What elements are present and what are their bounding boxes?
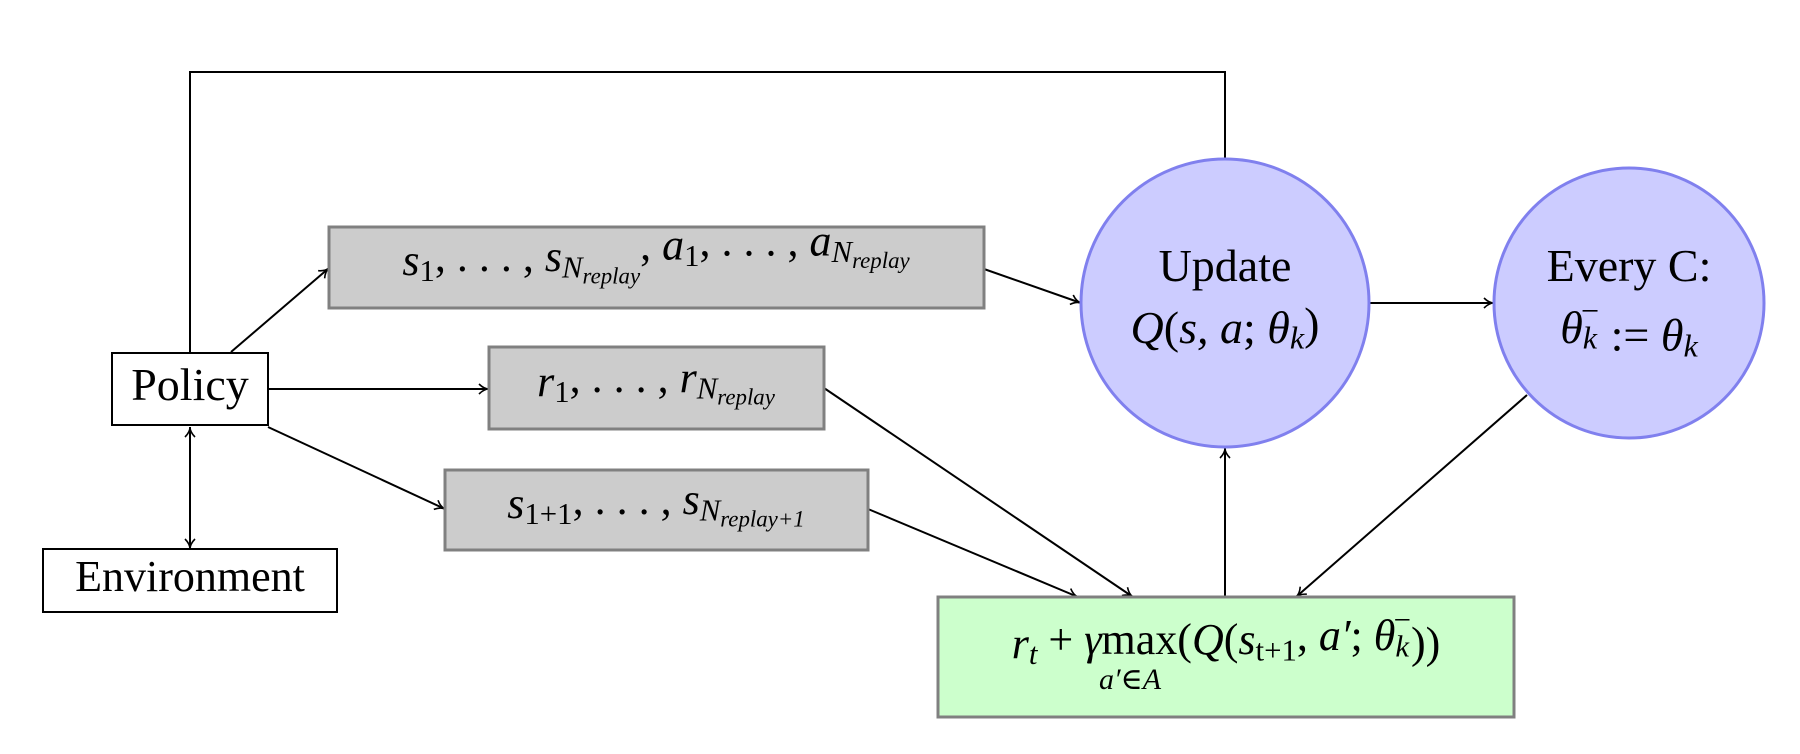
label-run: 1 bbox=[684, 239, 699, 273]
arrow bbox=[267, 426, 446, 511]
label-run: max( bbox=[1102, 615, 1192, 664]
label-run: Q bbox=[1131, 302, 1164, 353]
label-run: s, a bbox=[1179, 302, 1243, 353]
policy-box bbox=[111, 352, 269, 426]
max-subscript: a′∈A bbox=[1099, 663, 1162, 696]
label-run: s bbox=[1238, 615, 1255, 664]
label-run: s bbox=[683, 475, 700, 524]
label-run: ( bbox=[1164, 302, 1179, 353]
node-label: θk− := θk bbox=[1560, 293, 1698, 364]
label-run: , . . . , bbox=[570, 353, 680, 402]
label-run: , . . . , bbox=[700, 217, 810, 266]
label-run: r bbox=[680, 353, 698, 402]
node-label: Policy bbox=[131, 359, 249, 410]
label-run: θ bbox=[1374, 611, 1396, 660]
label-run: r bbox=[537, 357, 555, 406]
node-label: s1+1, . . . , sNreplay+1 bbox=[507, 475, 804, 531]
label-run: a bbox=[662, 221, 684, 270]
label-run: 1+1 bbox=[524, 497, 572, 531]
replay-next-states bbox=[443, 468, 870, 552]
label-run: 1 bbox=[554, 375, 569, 409]
node-label: r1, . . . , rNreplay bbox=[537, 353, 776, 409]
target-update-node bbox=[1492, 166, 1766, 440]
label-run: N bbox=[699, 493, 722, 527]
label-run: replay bbox=[852, 248, 910, 273]
replay-states-actions bbox=[327, 225, 986, 310]
node-label: Update bbox=[1159, 240, 1292, 291]
label-run: a bbox=[810, 217, 832, 266]
label-run: a′ bbox=[1319, 611, 1352, 660]
environment-box bbox=[42, 548, 338, 613]
label-run: Q bbox=[1192, 615, 1224, 664]
label-run: replay bbox=[583, 264, 641, 289]
arrow bbox=[230, 267, 330, 353]
label-run: + bbox=[1037, 615, 1084, 664]
label-run: − bbox=[1394, 603, 1411, 637]
arrow bbox=[1295, 394, 1528, 598]
label-run: Environment bbox=[75, 552, 305, 601]
label-run: k bbox=[1684, 328, 1699, 364]
label-run: θ bbox=[1267, 302, 1290, 353]
label-run: k bbox=[1290, 320, 1305, 356]
label-run: , . . . , bbox=[435, 232, 545, 281]
label-run: r bbox=[1012, 619, 1030, 668]
update-node bbox=[1079, 157, 1371, 449]
arrow bbox=[823, 387, 1134, 598]
node-label: rt + γmax(Q(st+1, a′; θk−)) bbox=[1012, 603, 1441, 671]
arrow bbox=[983, 268, 1082, 306]
label-run: t bbox=[1029, 637, 1039, 671]
label-run: )) bbox=[1411, 618, 1440, 667]
label-run: N bbox=[561, 250, 584, 284]
label-run: Every C: bbox=[1547, 240, 1712, 291]
node-label: Q(s, a; θk) bbox=[1131, 297, 1320, 356]
label-run: s bbox=[545, 232, 562, 281]
label-run: − bbox=[1581, 293, 1599, 329]
label-run: N bbox=[696, 371, 719, 405]
label-run: 1 bbox=[419, 254, 434, 288]
label-run: γ bbox=[1084, 615, 1103, 664]
node-label: s1, . . . , sNreplay, a1, . . . , aNrepl… bbox=[402, 217, 910, 289]
label-run: , bbox=[1297, 611, 1319, 660]
label-run: t+1 bbox=[1256, 633, 1297, 667]
label-run: k bbox=[1583, 320, 1598, 356]
label-run: ; bbox=[1350, 611, 1373, 660]
label-run: := bbox=[1599, 309, 1661, 360]
label-run: s bbox=[507, 479, 524, 528]
label-run: θ bbox=[1661, 309, 1684, 360]
label-run: ; bbox=[1243, 302, 1267, 353]
label-run: replay+1 bbox=[720, 507, 804, 532]
label-run: k bbox=[1395, 629, 1410, 663]
label-run: , . . . , bbox=[573, 475, 683, 524]
target-box bbox=[936, 595, 1516, 719]
label-run: s bbox=[402, 236, 419, 285]
node-label: Every C: bbox=[1547, 240, 1712, 291]
label-run: N bbox=[831, 235, 854, 269]
label-run: Policy bbox=[131, 359, 249, 410]
replay-rewards bbox=[487, 345, 826, 431]
label-run: ) bbox=[1304, 297, 1319, 348]
arrow bbox=[867, 508, 1079, 599]
node-label: Environment bbox=[75, 552, 305, 601]
label-run: ( bbox=[1224, 615, 1239, 664]
label-run: Update bbox=[1159, 240, 1292, 291]
label-run: replay bbox=[717, 385, 775, 410]
label-run: θ bbox=[1560, 302, 1583, 353]
label-run: , bbox=[640, 221, 662, 270]
feedback-line bbox=[189, 71, 1226, 353]
